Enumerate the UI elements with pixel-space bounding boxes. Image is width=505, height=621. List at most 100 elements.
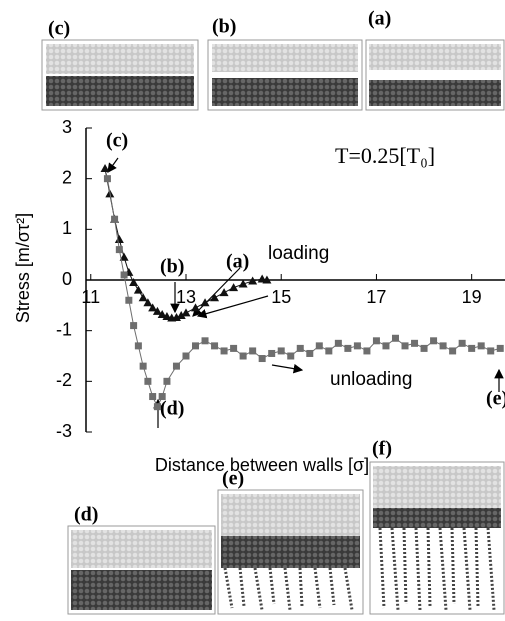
- x-axis-label: Distance between walls [σ]: [155, 455, 369, 475]
- x-tick-label: 13: [176, 287, 196, 307]
- y-tick-label: 1: [62, 218, 72, 238]
- square-marker: [306, 349, 314, 357]
- square-marker: [249, 347, 257, 355]
- triangle-marker: [143, 298, 153, 307]
- triangle-marker: [100, 164, 110, 173]
- square-marker: [163, 377, 171, 385]
- square-marker: [334, 339, 342, 347]
- triangle-marker: [148, 303, 158, 312]
- square-marker: [430, 337, 438, 345]
- square-marker: [315, 342, 323, 350]
- square-marker: [439, 342, 447, 350]
- triangle-marker: [238, 279, 248, 288]
- square-marker: [158, 393, 166, 401]
- square-marker: [401, 342, 409, 350]
- snapshot-label: (d): [74, 504, 98, 526]
- x-tick-label: 11: [81, 287, 100, 307]
- square-marker: [144, 377, 152, 385]
- triangle-marker: [248, 276, 258, 285]
- triangle-marker: [200, 298, 210, 307]
- snapshot-label: (c): [48, 18, 70, 40]
- square-marker: [192, 342, 200, 350]
- triangle-marker: [114, 234, 124, 243]
- triangle-marker: [219, 288, 229, 297]
- annotation: (b): [160, 256, 184, 278]
- square-marker: [420, 344, 428, 352]
- square-marker: [120, 271, 128, 279]
- snapshot-label: (b): [212, 16, 236, 38]
- square-marker: [363, 347, 371, 355]
- square-marker: [372, 337, 380, 345]
- annotation: (d): [160, 398, 184, 420]
- arrows: [107, 157, 504, 428]
- annotation: T=0.25[T₀]: [335, 143, 435, 168]
- annotation: loading: [268, 243, 329, 264]
- snapshot-label: (a): [368, 8, 391, 30]
- square-marker: [449, 347, 457, 355]
- square-marker: [458, 339, 466, 347]
- square-marker: [296, 344, 304, 352]
- y-tick-label: 0: [62, 269, 72, 289]
- square-marker: [477, 342, 485, 350]
- square-marker: [258, 355, 266, 363]
- triangle-marker: [133, 285, 143, 294]
- y-axis-label: Stress [m/στ²]: [13, 213, 33, 323]
- y-tick-label: -3: [56, 421, 72, 441]
- square-marker: [130, 322, 138, 330]
- triangle-marker: [138, 293, 148, 302]
- square-marker: [411, 339, 419, 347]
- y-tick-label: 2: [62, 167, 72, 187]
- square-marker: [134, 342, 142, 350]
- square-marker: [391, 334, 399, 342]
- square-marker: [239, 352, 247, 360]
- snapshot-label: (e): [222, 468, 244, 490]
- square-marker: [382, 342, 390, 350]
- triangle-marker: [157, 309, 167, 318]
- square-marker: [268, 349, 276, 357]
- triangle-marker: [191, 303, 201, 312]
- square-marker: [344, 344, 352, 352]
- snapshot-label: (f): [372, 438, 392, 460]
- triangle-marker: [152, 306, 162, 315]
- triangle-marker: [119, 252, 129, 261]
- snapshots: [41, 39, 505, 615]
- square-marker: [182, 352, 190, 360]
- square-marker: [149, 393, 157, 401]
- square-marker: [277, 347, 285, 355]
- square-marker: [139, 362, 147, 370]
- square-marker: [220, 347, 228, 355]
- x-tick-label: 17: [366, 287, 386, 307]
- x-tick-label: 15: [271, 287, 291, 307]
- triangle-marker: [129, 278, 139, 287]
- annotation: unloading: [330, 369, 412, 390]
- triangle-marker: [171, 312, 181, 321]
- square-marker: [287, 352, 295, 360]
- square-marker: [125, 296, 133, 304]
- x-tick-label: 19: [462, 287, 482, 307]
- annotation: (c): [106, 130, 128, 152]
- square-marker: [115, 246, 123, 254]
- square-marker: [353, 342, 361, 350]
- triangle-marker: [210, 293, 220, 302]
- triangle-marker: [176, 310, 186, 319]
- square-marker: [496, 344, 504, 352]
- y-tick-label: -2: [56, 370, 72, 390]
- triangle-marker: [229, 283, 239, 292]
- annotation: (e): [486, 388, 505, 410]
- series-line: [106, 178, 501, 408]
- square-marker: [468, 344, 476, 352]
- square-marker: [172, 362, 180, 370]
- square-marker: [153, 403, 161, 411]
- y-tick-label: -1: [56, 319, 72, 339]
- square-marker: [201, 337, 209, 345]
- y-tick-label: 3: [62, 117, 72, 137]
- square-marker: [103, 175, 111, 183]
- annotation: (a): [226, 251, 249, 273]
- square-marker: [487, 347, 495, 355]
- square-marker: [325, 347, 333, 355]
- square-marker: [211, 342, 219, 350]
- square-marker: [111, 215, 119, 223]
- square-marker: [230, 344, 238, 352]
- triangle-marker: [181, 308, 191, 317]
